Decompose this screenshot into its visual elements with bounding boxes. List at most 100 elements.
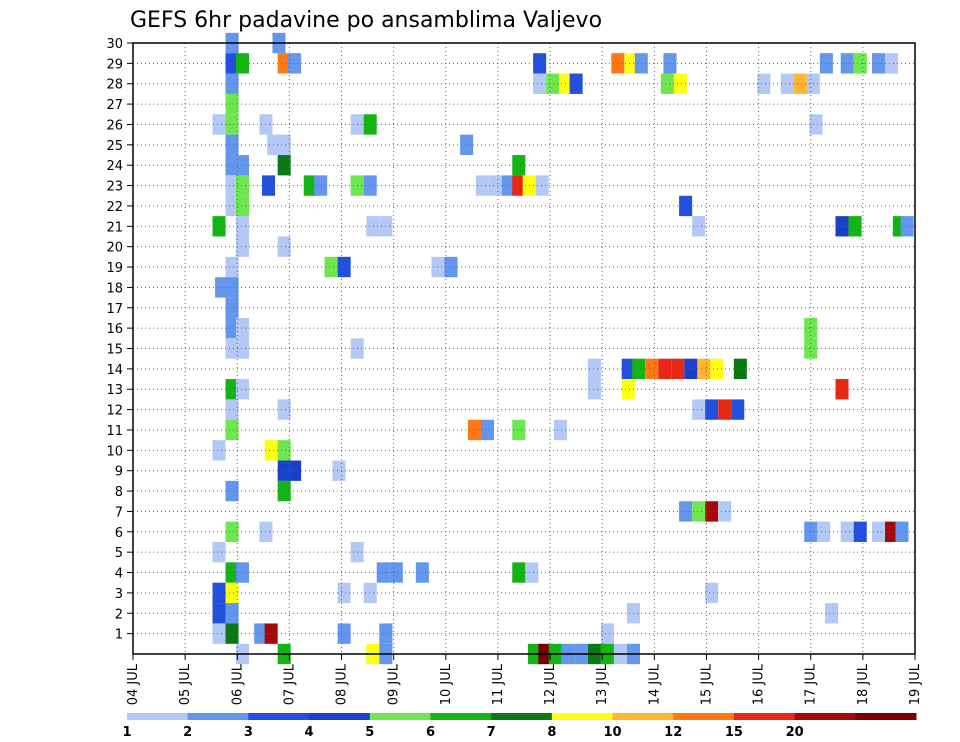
heatmap-cell bbox=[363, 175, 377, 196]
heatmap-cell bbox=[885, 53, 899, 74]
colorbar-label: 12 bbox=[664, 725, 682, 740]
heatmap-cell bbox=[697, 358, 711, 380]
heatmap-cell bbox=[415, 562, 429, 583]
colorbar-segment bbox=[309, 713, 371, 720]
colorbar-segment bbox=[369, 713, 431, 720]
heatmap-cell bbox=[277, 155, 291, 176]
x-tick-label: 19 JUL bbox=[908, 663, 923, 705]
y-tick-label: 25 bbox=[106, 139, 123, 154]
y-tick-label: 13 bbox=[106, 383, 123, 398]
heatmap-cell bbox=[804, 317, 818, 339]
heatmap-cell bbox=[710, 358, 724, 380]
heatmap-cell bbox=[848, 216, 862, 237]
colorbar: 1 2 3 4 5 6 7 8 10 12 15 20 bbox=[122, 713, 917, 740]
heatmap-cell bbox=[525, 562, 539, 583]
heatmap-cell bbox=[840, 521, 854, 542]
heatmap-cell bbox=[324, 256, 338, 278]
heatmap-cell bbox=[212, 440, 226, 461]
heatmap-cell bbox=[225, 175, 239, 196]
colorbar-segment bbox=[673, 713, 735, 720]
colorbar-label: 7 bbox=[487, 725, 496, 740]
y-tick-label: 24 bbox=[106, 159, 123, 174]
heatmap-cell bbox=[225, 73, 239, 94]
heatmap-cell bbox=[212, 582, 226, 604]
y-tick-label: 8 bbox=[115, 485, 123, 500]
y-tick-label: 3 bbox=[115, 587, 123, 602]
y-tick-label: 20 bbox=[106, 241, 123, 256]
heatmap-cell bbox=[235, 338, 249, 359]
heatmap-cell bbox=[535, 175, 549, 196]
colorbar-segment bbox=[551, 713, 614, 720]
colorbar-segment bbox=[733, 713, 796, 720]
y-tick-label: 28 bbox=[106, 78, 123, 93]
x-tick-label: 18 JUL bbox=[856, 663, 871, 705]
colorbar-label: 20 bbox=[786, 725, 804, 740]
heatmap-cell bbox=[533, 53, 547, 74]
y-tick-label: 23 bbox=[106, 180, 123, 195]
colorbar-segment bbox=[430, 713, 492, 720]
heatmap-cell bbox=[225, 582, 239, 604]
heatmap-cell bbox=[235, 175, 249, 196]
y-tick-label: 1 bbox=[115, 628, 123, 643]
x-tick-label: 15 JUL bbox=[699, 663, 714, 705]
heatmap-cell bbox=[673, 73, 687, 94]
x-tick-label: 10 JUL bbox=[439, 663, 454, 705]
heatmap-cell bbox=[475, 175, 489, 196]
y-tick-label: 2 bbox=[115, 607, 123, 622]
heatmap-cell bbox=[692, 216, 706, 237]
heatmap-cell bbox=[277, 480, 291, 502]
heatmap-cell bbox=[793, 73, 807, 94]
heatmap-cell bbox=[501, 175, 515, 196]
y-tick-label: 9 bbox=[115, 465, 123, 480]
heatmap-cell bbox=[225, 134, 239, 156]
heatmap-cell bbox=[621, 379, 635, 400]
heatmap-cell bbox=[624, 53, 638, 74]
y-tick-label: 10 bbox=[106, 444, 123, 459]
heatmap-cell bbox=[853, 53, 867, 74]
colorbar-label: 4 bbox=[305, 725, 314, 740]
heatmap-cell bbox=[467, 419, 481, 441]
x-tick-label: 17 JUL bbox=[804, 663, 819, 705]
colorbar-segment bbox=[855, 713, 917, 720]
x-tick-label: 04 JUL bbox=[126, 663, 141, 705]
y-tick-label: 19 bbox=[106, 261, 123, 276]
heatmap-cell bbox=[235, 317, 249, 339]
x-tick-label: 11 JUL bbox=[491, 663, 506, 705]
heatmap-cell bbox=[705, 399, 719, 420]
heatmap-cell bbox=[835, 216, 849, 237]
heatmap-cell bbox=[780, 73, 794, 94]
heatmap-cell bbox=[212, 623, 226, 644]
heatmap-cell bbox=[212, 603, 226, 624]
x-tick-label: 13 JUL bbox=[595, 663, 610, 705]
y-tick-label: 16 bbox=[106, 322, 123, 337]
heatmap-cell bbox=[444, 256, 458, 278]
heatmap-cell bbox=[835, 379, 849, 400]
y-tick-label: 29 bbox=[106, 57, 123, 72]
y-tick-label: 7 bbox=[115, 505, 123, 520]
heatmap-cell bbox=[225, 480, 239, 502]
heatmap-cell bbox=[632, 358, 646, 380]
x-tick-label: 14 JUL bbox=[647, 663, 662, 705]
heatmap-cell bbox=[569, 73, 583, 94]
y-tick-label: 11 bbox=[106, 424, 123, 439]
x-tick-label: 08 JUL bbox=[335, 663, 350, 705]
heatmap-cell bbox=[235, 195, 249, 217]
heatmap-cell bbox=[600, 623, 614, 644]
heatmap-cell bbox=[235, 53, 249, 74]
heatmap-cell bbox=[885, 521, 899, 542]
x-tick-label: 16 JUL bbox=[752, 663, 767, 705]
heatmap-cell bbox=[900, 216, 914, 237]
heatmap-cell bbox=[235, 379, 249, 400]
heatmap-cell bbox=[225, 53, 239, 74]
heatmap-cell bbox=[480, 419, 495, 441]
y-tick-label: 30 bbox=[106, 37, 123, 52]
y-tick-label: 4 bbox=[115, 567, 123, 582]
heatmap-cell bbox=[512, 562, 526, 583]
x-tick-label: 06 JUL bbox=[230, 663, 245, 705]
heatmap-cell bbox=[825, 603, 839, 624]
heatmap-cell bbox=[225, 623, 239, 644]
heatmap-cell bbox=[389, 562, 403, 583]
heatmap-cell bbox=[225, 256, 239, 278]
colorbar-label: 10 bbox=[603, 725, 621, 740]
x-tick-label: 12 JUL bbox=[543, 663, 558, 705]
